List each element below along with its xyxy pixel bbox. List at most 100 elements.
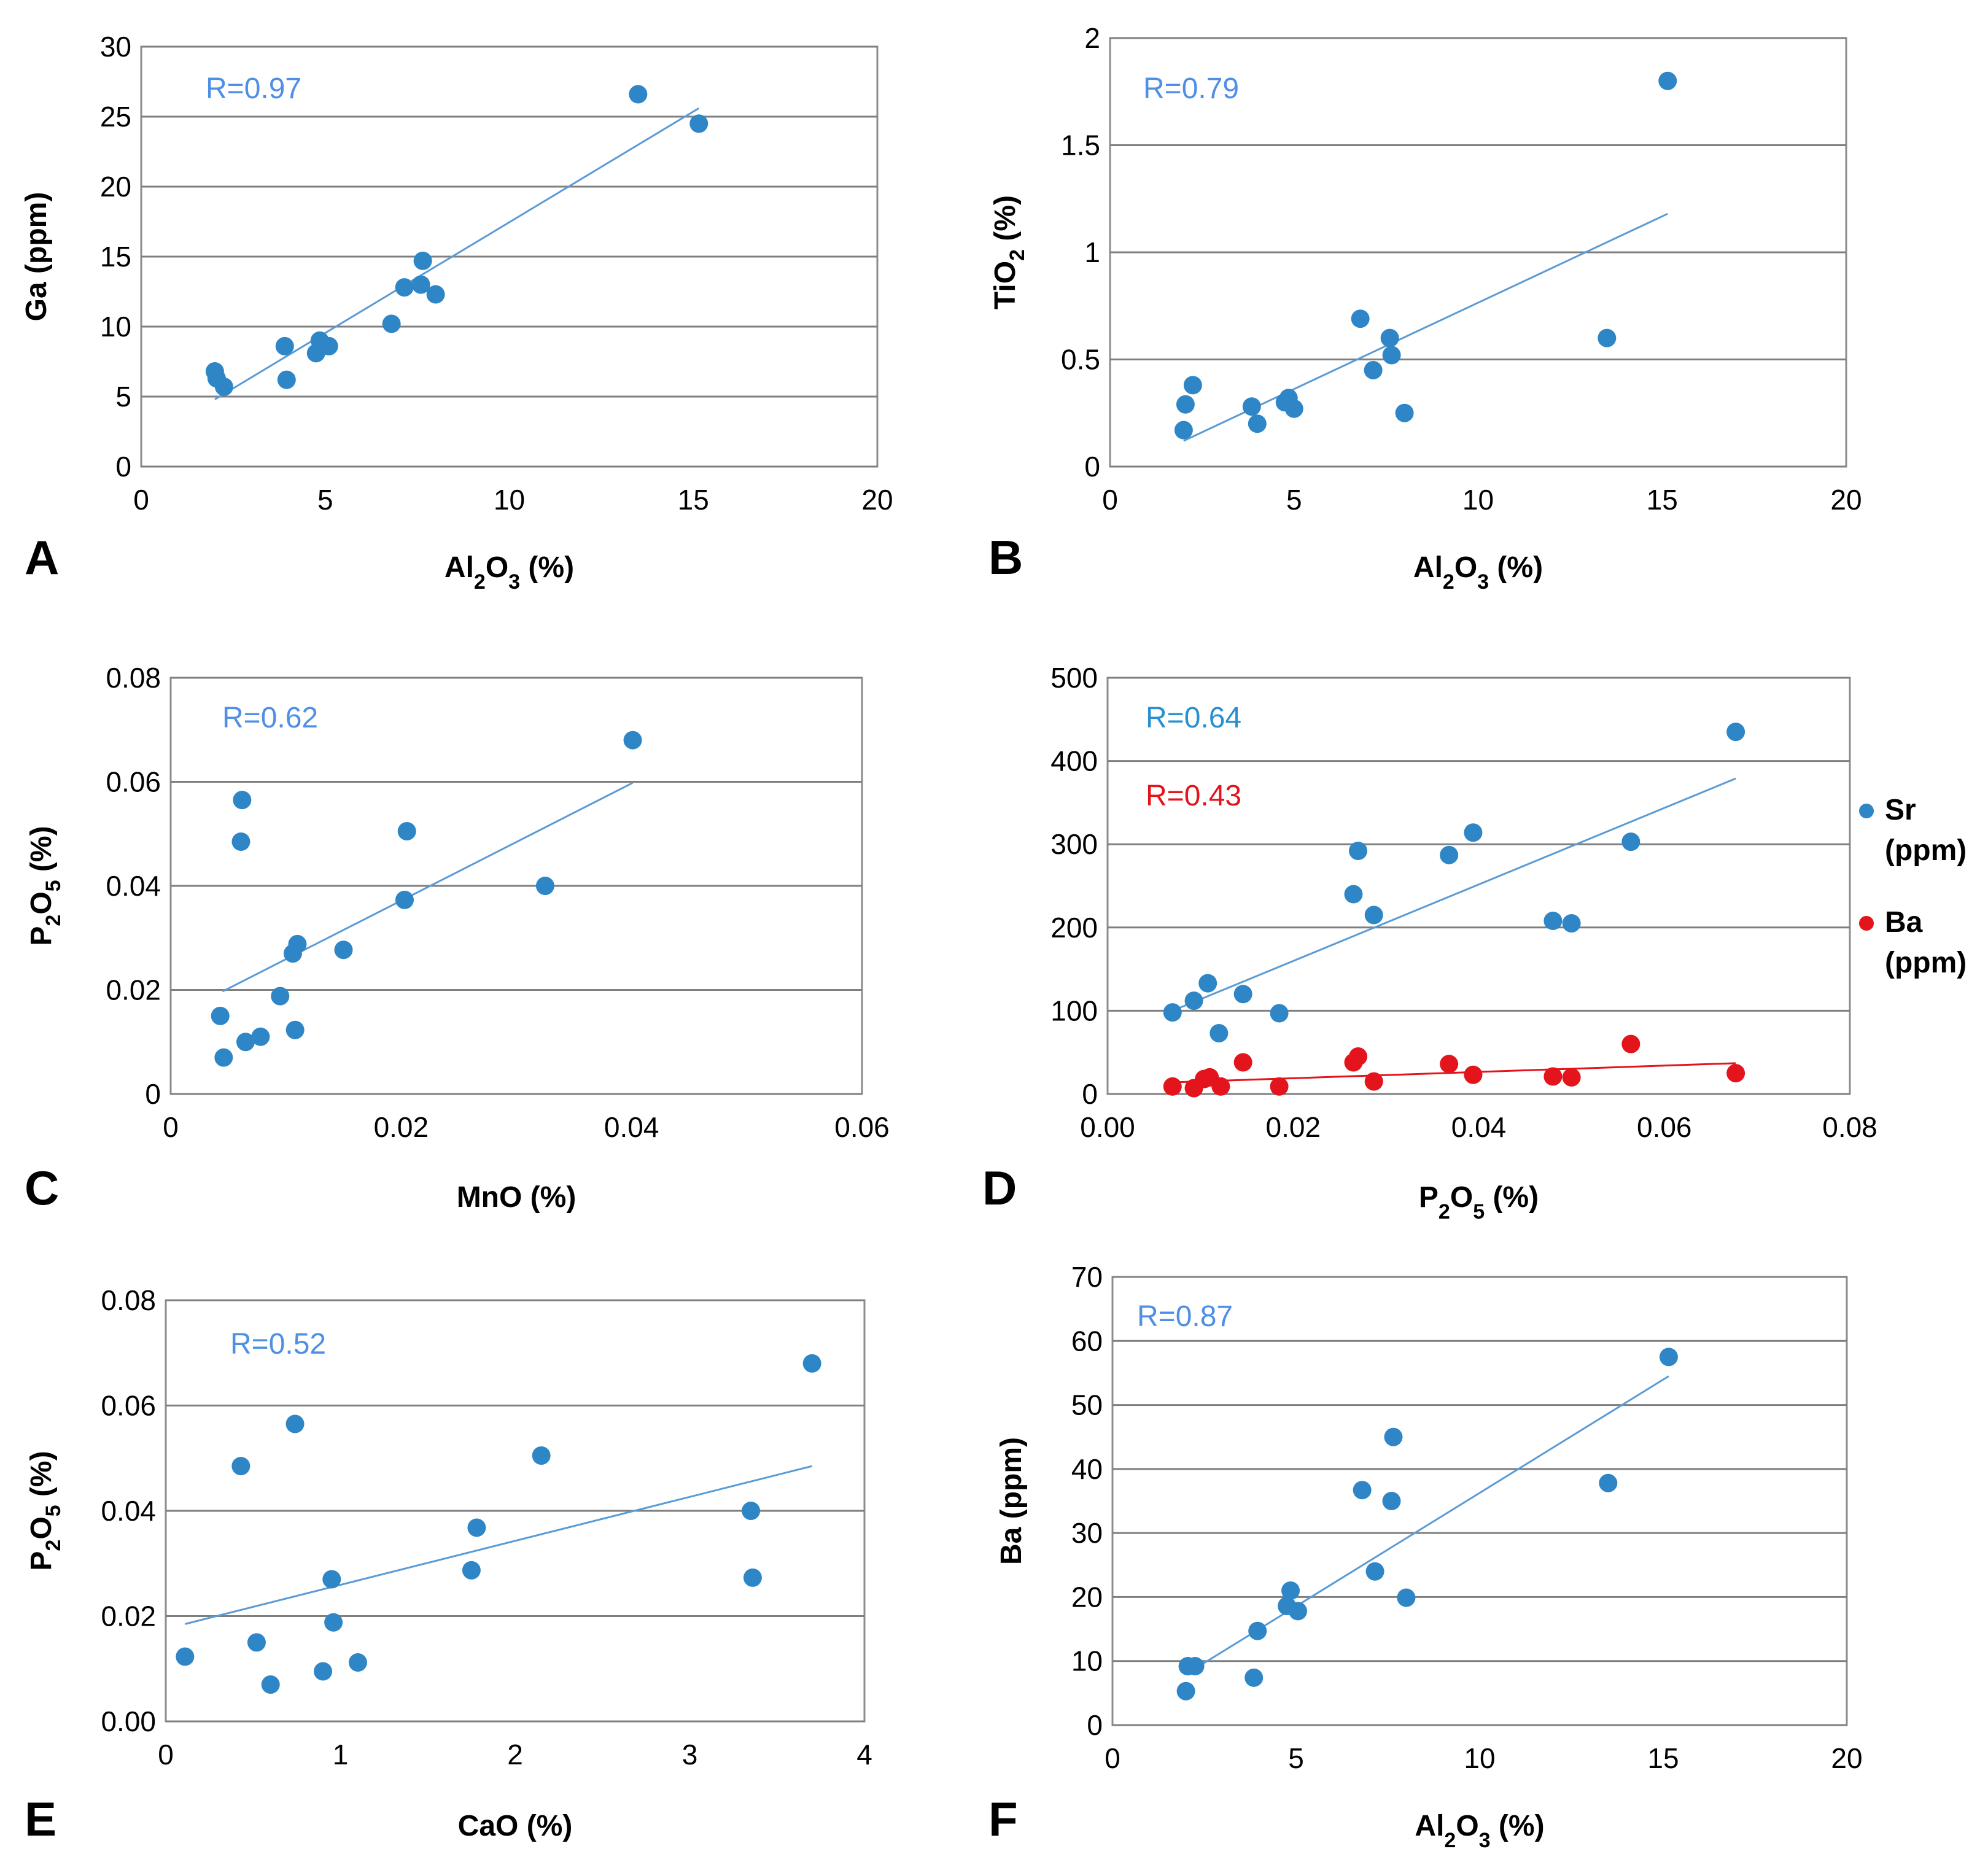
data-point-tio2 (1183, 376, 1202, 395)
data-point-ba (1288, 1602, 1307, 1621)
y-tick-label: 500 (1050, 662, 1098, 694)
data-point-ga (689, 114, 709, 133)
data-point-ba (1440, 1055, 1459, 1074)
trend-line-ba (1196, 1375, 1669, 1669)
y-tick-label: 20 (1071, 1581, 1103, 1613)
data-point-sr (1562, 914, 1581, 933)
data-point-ba (1211, 1077, 1230, 1096)
data-point-p2o5 (314, 1662, 333, 1681)
correlation-label: R=0.79 (1143, 72, 1239, 105)
x-tick-label: 4 (856, 1739, 872, 1771)
data-point-tio2 (1395, 403, 1414, 422)
x-tick-label: 10 (494, 484, 525, 516)
y-tick-label: 0.04 (101, 1495, 156, 1527)
data-point-ga (413, 251, 432, 270)
data-point-p2o5 (236, 1033, 255, 1052)
panel-letter: F (988, 1792, 1018, 1846)
data-point-tio2 (1382, 346, 1401, 365)
y-tick-label: 50 (1071, 1389, 1103, 1421)
x-tick-label: 0.00 (1080, 1111, 1135, 1143)
data-point-ga (275, 336, 294, 355)
y-tick-label: 1 (1084, 236, 1100, 268)
y-tick-label: 100 (1050, 995, 1098, 1026)
x-tick-label: 20 (861, 484, 893, 516)
data-point-tio2 (1174, 421, 1193, 440)
data-point-sr (1726, 723, 1745, 742)
y-tick-label: 0.08 (101, 1284, 156, 1316)
x-tick-label: 0 (133, 484, 149, 516)
data-point-ba (1353, 1481, 1372, 1500)
x-tick-label: 0.04 (1451, 1111, 1507, 1143)
legend-label: Ba (1885, 906, 1923, 939)
legend-item-sr: Sr (ppm) (1859, 794, 1967, 867)
correlation-label: R=0.64 (1146, 702, 1241, 734)
x-tick-label: 0 (1102, 484, 1118, 516)
data-point-tio2 (1242, 397, 1261, 416)
data-point-tio2 (1380, 328, 1399, 347)
x-tick-label: 10 (1464, 1742, 1495, 1774)
data-point-p2o5 (285, 1414, 305, 1433)
trend-line-ga (214, 107, 700, 400)
data-point-ba (1163, 1077, 1182, 1096)
data-point-p2o5 (251, 1027, 270, 1046)
y-tick-label: 2 (1084, 22, 1100, 54)
data-point-tio2 (1284, 399, 1303, 418)
data-point-ba (1176, 1681, 1195, 1701)
data-point-p2o5 (623, 731, 642, 750)
x-tick-label: 5 (317, 484, 333, 516)
data-point-p2o5 (233, 791, 252, 810)
data-point-ga (319, 336, 338, 355)
data-point-ba (1364, 1072, 1383, 1091)
data-point-p2o5 (324, 1613, 343, 1632)
y-tick-label: 0 (1082, 1078, 1098, 1110)
y-tick-label: 0.06 (106, 766, 161, 798)
chart-panel-f: 0 10 20 30 40 50 60 70 0 5 10 15 20 Al2O3 (%) Ba (ppm)… (988, 1261, 1863, 1852)
y-axis-label: TiO2 (%) (989, 195, 1029, 309)
data-point-ga (395, 278, 414, 297)
data-point-ga (411, 275, 430, 294)
y-tick-label: 0.04 (106, 870, 161, 902)
data-point-sr (1621, 832, 1640, 851)
data-point-tio2 (1364, 360, 1383, 379)
data-point-sr (1270, 1004, 1289, 1023)
data-point-ba (1244, 1668, 1264, 1687)
correlation-label: R=0.62 (222, 702, 318, 734)
x-tick-label: 0.06 (1637, 1111, 1692, 1143)
chart-panel-e: 0.00 0.02 0.04 0.06 0.08 0 1 2 3 4 CaO (%) P2O5 (%)… (25, 1284, 872, 1846)
data-point-p2o5 (271, 987, 290, 1006)
data-point-ba (1599, 1473, 1618, 1492)
y-tick-label: 0.00 (101, 1705, 156, 1737)
data-point-ga (214, 378, 233, 397)
y-tick-label: 20 (100, 171, 131, 203)
data-point-ba (1621, 1034, 1640, 1053)
data-point-ga (629, 85, 648, 104)
y-tick-label: 70 (1071, 1261, 1103, 1293)
data-point-p2o5 (231, 832, 250, 851)
x-tick-label: 20 (1830, 484, 1862, 516)
data-point-ba (1562, 1068, 1581, 1087)
data-point-sr (1198, 974, 1217, 993)
data-point-sr (1349, 842, 1368, 861)
legend-marker (1859, 804, 1874, 818)
data-point-tio2 (1598, 328, 1617, 347)
x-tick-label: 0 (158, 1739, 174, 1771)
x-tick-label: 0.02 (374, 1111, 429, 1143)
data-point-ba (1384, 1427, 1403, 1446)
x-axis-label: Al2O3 (%) (445, 551, 574, 594)
data-point-p2o5 (285, 1020, 305, 1039)
data-point-ba (1233, 1053, 1252, 1072)
data-point-sr (1344, 885, 1363, 904)
data-point-p2o5 (261, 1675, 280, 1694)
data-point-ba (1349, 1047, 1368, 1066)
data-point-p2o5 (535, 877, 554, 895)
data-point-tio2 (1176, 395, 1195, 414)
y-tick-label: 5 (115, 381, 131, 413)
data-point-sr (1163, 1003, 1182, 1022)
legend-unit: (ppm) (1885, 947, 1967, 979)
panel-letter: E (25, 1792, 56, 1846)
data-point-p2o5 (211, 1006, 230, 1025)
y-tick-label: 0 (1084, 451, 1100, 483)
y-tick-label: 10 (1071, 1645, 1103, 1677)
x-axis-label: Al2O3 (%) (1413, 551, 1543, 594)
